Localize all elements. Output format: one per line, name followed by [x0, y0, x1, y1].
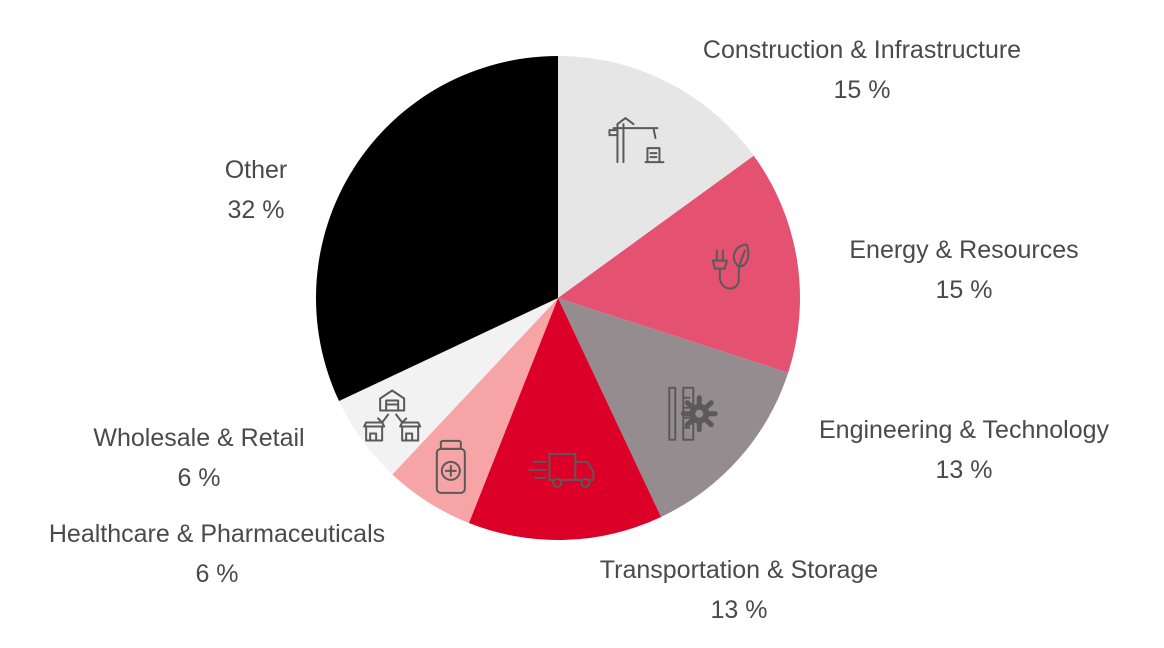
pie-slice-1 [558, 155, 800, 373]
label-healthcare-name: Healthcare & Pharmaceuticals [48, 520, 386, 548]
delivery-truck-icon [528, 452, 595, 488]
label-engineering: Engineering & Technology 13 % [819, 410, 1109, 490]
pie-slice-3 [468, 298, 662, 540]
label-construction-name: Construction & Infrastructure [702, 36, 1022, 64]
label-engineering-value: 13 % [935, 456, 993, 484]
label-healthcare: Healthcare & Pharmaceuticals 6 % [49, 514, 385, 594]
pie-slice-6 [316, 56, 558, 402]
construction-crane-icon [608, 117, 665, 164]
label-other-value: 32 % [227, 196, 285, 224]
label-healthcare-value: 6 % [195, 560, 239, 588]
label-transportation-name: Transportation & Storage [599, 556, 879, 584]
plug-leaf-icon [711, 243, 750, 290]
label-construction: Construction & Infrastructure 15 % [703, 30, 1021, 110]
ruler-gear-icon [668, 386, 718, 441]
label-energy: Energy & Resources 15 % [849, 230, 1078, 310]
warehouse-shops-icon [363, 389, 422, 442]
label-other-name: Other [224, 156, 288, 184]
label-energy-value: 15 % [935, 276, 993, 304]
pie-slice-2 [558, 298, 789, 517]
pie-slice-5 [339, 298, 558, 475]
pie-slice-0 [558, 56, 754, 298]
label-energy-name: Energy & Resources [849, 236, 1079, 264]
pie-slice-4 [392, 298, 558, 524]
medicine-bottle-icon [435, 439, 466, 494]
label-transportation-value: 13 % [710, 596, 768, 624]
label-wholesale-value: 6 % [177, 464, 221, 492]
label-wholesale-name: Wholesale & Retail [93, 424, 305, 452]
label-engineering-name: Engineering & Technology [818, 416, 1110, 444]
label-construction-value: 15 % [833, 76, 891, 104]
label-wholesale: Wholesale & Retail 6 % [93, 418, 304, 498]
label-transportation: Transportation & Storage 13 % [600, 550, 878, 630]
label-other: Other 32 % [225, 150, 288, 230]
